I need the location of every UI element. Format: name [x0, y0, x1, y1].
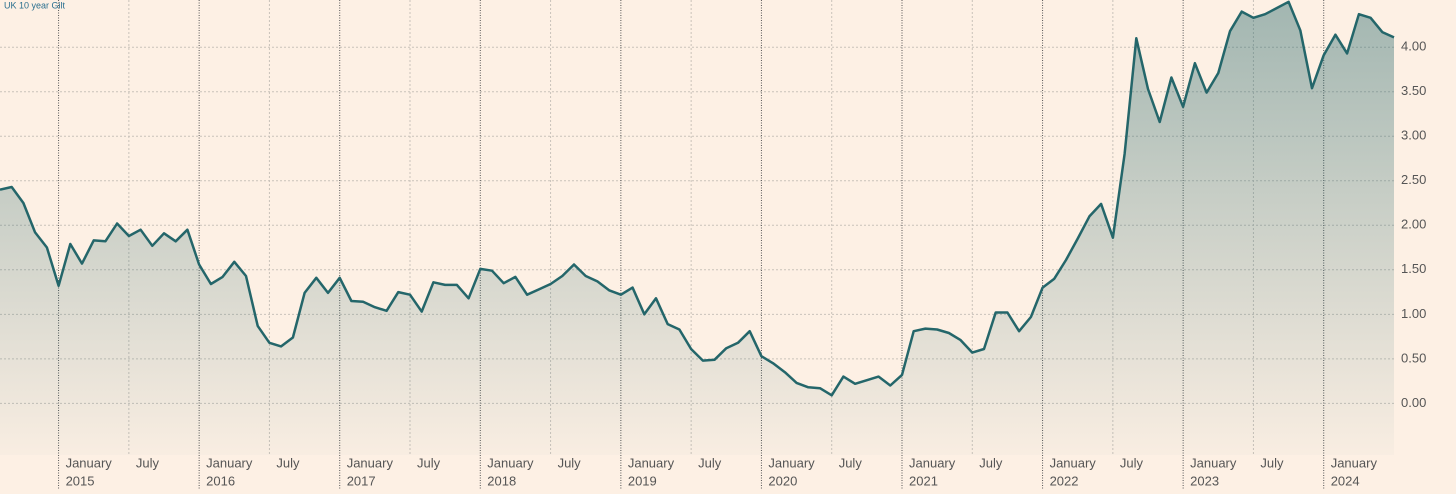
x-year-label: 2021: [909, 473, 938, 488]
x-tick-label: January: [206, 455, 253, 470]
chart-title: UK 10 year Gilt: [4, 0, 66, 10]
x-tick-label: July: [1260, 455, 1284, 470]
x-tick-label: July: [136, 455, 160, 470]
x-year-label: 2017: [347, 473, 376, 488]
marks: [0, 0, 1395, 456]
x-year-label: 2024: [1331, 473, 1360, 488]
y-tick-label: 1.50: [1401, 261, 1426, 276]
x-tick-label: January: [768, 455, 815, 470]
y-tick-label: 0.00: [1401, 395, 1426, 410]
x-year-label: 2022: [1050, 473, 1079, 488]
x-tick-label: January: [1050, 455, 1097, 470]
y-tick-label: 3.50: [1401, 83, 1426, 98]
x-tick-label: July: [979, 455, 1003, 470]
x-tick-label: July: [1120, 455, 1144, 470]
x-tick-label: January: [487, 455, 534, 470]
y-tick-label: 2.00: [1401, 217, 1426, 232]
y-tick-label: 1.00: [1401, 306, 1426, 321]
x-year-label: 2023: [1190, 473, 1219, 488]
x-tick-label: January: [628, 455, 675, 470]
x-year-label: 2016: [206, 473, 235, 488]
x-tick-label: January: [909, 455, 956, 470]
x-tick-label: January: [1331, 455, 1378, 470]
line: [0, 0, 1395, 397]
x-tick-label: July: [839, 455, 863, 470]
y-tick-label: 2.50: [1401, 172, 1426, 187]
x-tick-label: July: [558, 455, 582, 470]
y-tick-label: 4.00: [1401, 39, 1426, 54]
x-tick-label: January: [347, 455, 394, 470]
x-tick-label: July: [417, 455, 441, 470]
x-year-label: 2020: [768, 473, 797, 488]
x-year-label: 2019: [628, 473, 657, 488]
y-tick-label: 3.00: [1401, 128, 1426, 143]
x-tick-label: January: [1190, 455, 1237, 470]
x-year-label: 2015: [66, 473, 95, 488]
x-tick-label: January: [66, 455, 113, 470]
x-tick-label: July: [276, 455, 300, 470]
y-tick-label: 0.50: [1401, 350, 1426, 365]
x-tick-label: July: [698, 455, 722, 470]
area: [0, 1, 1394, 456]
x-year-label: 2018: [487, 473, 516, 488]
